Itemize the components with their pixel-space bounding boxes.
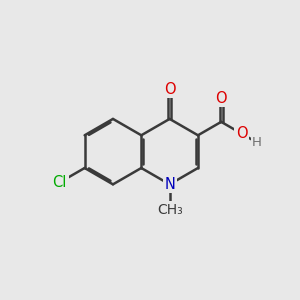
Text: CH₃: CH₃ [157,203,182,217]
Text: O: O [236,126,248,141]
Text: Cl: Cl [52,175,67,190]
Text: O: O [164,82,176,97]
Text: O: O [215,91,227,106]
Text: H: H [252,136,262,149]
Text: N: N [164,177,175,192]
